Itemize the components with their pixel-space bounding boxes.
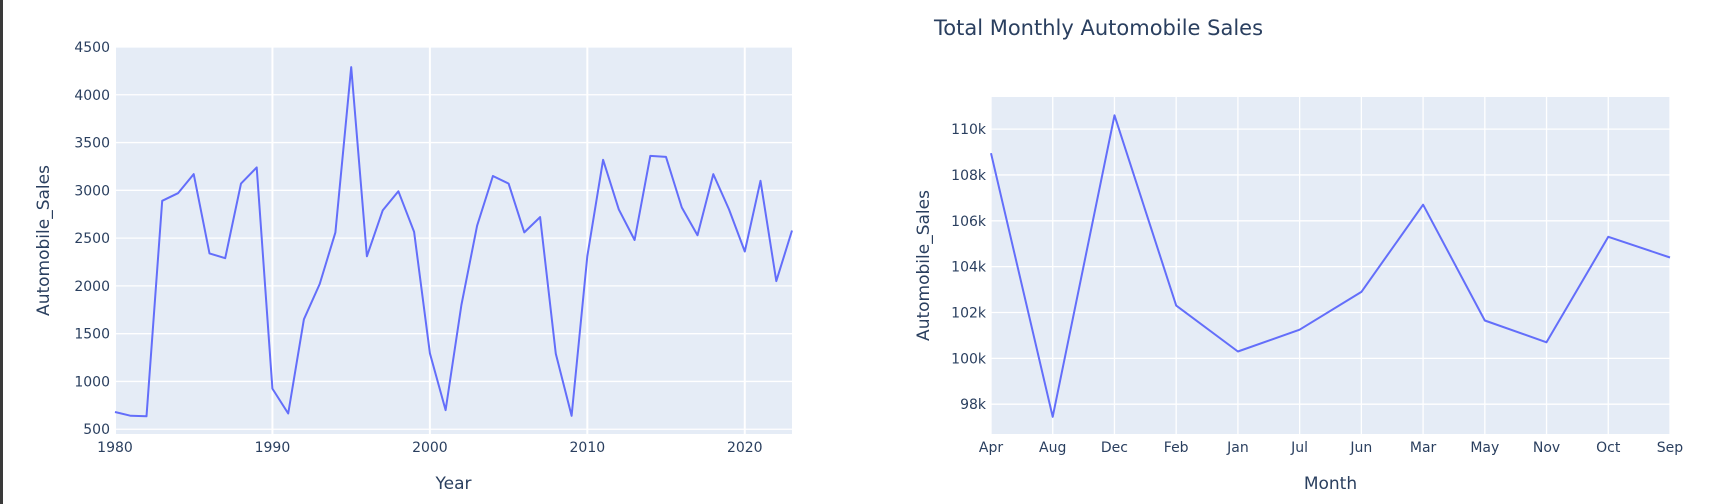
y-tick-label: 98k <box>960 397 987 413</box>
x-tick-label: Dec <box>1101 440 1128 456</box>
y-axis-title: Automobile_Sales <box>34 165 54 316</box>
y-tick-label: 2500 <box>74 231 110 247</box>
x-tick-label: 2000 <box>412 440 448 456</box>
series-line-monthly-sales <box>990 114 1671 418</box>
y-tick-label: 100k <box>951 351 987 367</box>
y-tick-label: 110k <box>951 122 987 138</box>
x-tick-label: Feb <box>1164 440 1189 456</box>
x-tick-label: 1990 <box>255 440 291 456</box>
y-tick-label: 4000 <box>74 88 110 104</box>
y-tick-label: 108k <box>951 168 987 184</box>
x-tick-label: Mar <box>1410 440 1437 456</box>
y-tick-label: 4500 <box>74 40 110 56</box>
x-tick-label: May <box>1470 440 1499 456</box>
x-tick-label: Sep <box>1657 440 1684 456</box>
y-tick-label: 1500 <box>74 327 110 343</box>
x-tick-label: 2020 <box>727 440 763 456</box>
y-tick-label: 500 <box>83 422 110 438</box>
x-tick-label: Apr <box>979 440 1003 456</box>
y-tick-label: 104k <box>951 260 987 276</box>
window-left-edge <box>0 0 3 504</box>
plot-area-1 <box>115 47 792 434</box>
y-tick-label: 2000 <box>74 279 110 295</box>
x-tick-label: Jan <box>1226 440 1249 456</box>
x-tick-label: Jul <box>1290 440 1308 456</box>
y-tick-label: 1000 <box>74 374 110 390</box>
x-axis-title: Year <box>435 474 472 494</box>
series-line-yearly-sales <box>114 66 793 418</box>
chart-title: Total Monthly Automobile Sales <box>933 16 1263 40</box>
x-tick-label: 2010 <box>570 440 606 456</box>
y-tick-label: 106k <box>951 214 987 230</box>
y-tick-label: 102k <box>951 305 987 321</box>
y-tick-label: 3000 <box>74 183 110 199</box>
y-axis-title: Automobile_Sales <box>914 190 934 341</box>
x-tick-label: Jun <box>1349 440 1372 456</box>
plot-area-2 <box>991 97 1670 434</box>
x-tick-label: Aug <box>1039 440 1066 456</box>
y-tick-label: 3500 <box>74 136 110 152</box>
x-tick-label: Oct <box>1596 440 1621 456</box>
x-tick-label: 1980 <box>97 440 133 456</box>
x-axis-title: Month <box>1304 474 1357 494</box>
x-tick-label: Nov <box>1533 440 1560 456</box>
